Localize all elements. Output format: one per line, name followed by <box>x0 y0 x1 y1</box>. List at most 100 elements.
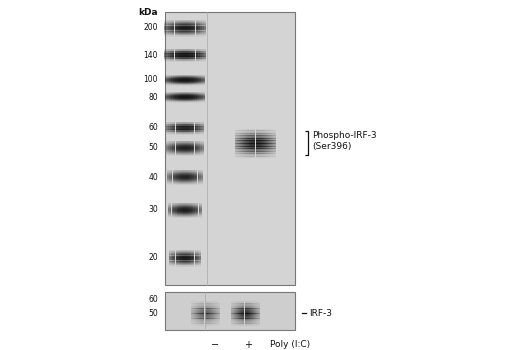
Bar <box>187 98 189 99</box>
Bar <box>254 144 255 145</box>
Bar <box>197 82 199 83</box>
Bar <box>196 20 198 21</box>
Bar <box>178 207 180 208</box>
Bar <box>255 154 256 155</box>
Bar <box>194 253 196 254</box>
Bar <box>201 81 203 82</box>
Bar <box>197 301 198 302</box>
Bar <box>187 178 189 179</box>
Bar <box>167 178 169 179</box>
Bar <box>184 215 185 216</box>
Bar <box>177 263 179 264</box>
Bar <box>195 322 196 323</box>
Bar <box>189 154 191 155</box>
Bar <box>197 78 199 79</box>
Bar <box>199 319 200 320</box>
Bar <box>252 150 253 151</box>
Bar <box>170 124 172 125</box>
Bar <box>268 151 269 152</box>
Bar <box>275 148 276 149</box>
Bar <box>251 147 252 148</box>
Bar <box>177 96 179 97</box>
Bar <box>197 315 198 316</box>
Bar <box>202 52 204 54</box>
Bar <box>264 131 265 132</box>
Bar <box>181 59 183 60</box>
Bar <box>246 320 248 321</box>
Bar <box>192 133 194 134</box>
Bar <box>201 99 203 100</box>
Bar <box>191 251 193 252</box>
Bar <box>169 254 171 255</box>
Bar <box>202 26 204 27</box>
Bar <box>197 143 198 144</box>
Bar <box>197 83 199 84</box>
Bar <box>203 76 205 77</box>
Bar <box>177 132 179 133</box>
Bar <box>255 137 256 138</box>
Bar <box>253 155 254 156</box>
Bar <box>264 155 265 156</box>
Bar <box>173 253 174 254</box>
Bar <box>192 204 193 205</box>
Bar <box>251 155 252 156</box>
Bar <box>180 209 181 210</box>
Bar <box>210 325 211 326</box>
Bar <box>171 54 172 55</box>
Bar <box>210 310 211 311</box>
Bar <box>199 215 200 216</box>
Bar <box>268 157 269 158</box>
Bar <box>259 319 260 320</box>
Bar <box>266 142 267 143</box>
Bar <box>191 32 193 33</box>
Bar <box>235 310 236 311</box>
Bar <box>187 56 189 57</box>
Bar <box>171 101 173 102</box>
Bar <box>183 79 185 80</box>
Bar <box>177 154 179 155</box>
Bar <box>197 79 199 80</box>
Bar <box>196 174 198 175</box>
Bar <box>258 303 259 304</box>
Bar <box>201 75 203 76</box>
Bar <box>169 92 171 93</box>
Bar <box>243 314 244 315</box>
Bar <box>168 33 170 34</box>
Bar <box>272 157 273 158</box>
Bar <box>165 97 167 98</box>
Bar <box>241 135 242 137</box>
Bar <box>191 146 192 147</box>
Bar <box>185 257 187 258</box>
Bar <box>169 177 171 178</box>
Bar <box>181 99 183 100</box>
Bar <box>238 315 239 316</box>
Bar <box>256 140 257 141</box>
Bar <box>191 83 193 84</box>
Bar <box>173 265 174 266</box>
Bar <box>177 98 179 99</box>
Bar <box>173 263 174 264</box>
Bar <box>204 32 206 33</box>
Bar <box>198 125 200 126</box>
Bar <box>269 144 270 145</box>
Bar <box>179 23 181 25</box>
Bar <box>192 129 194 130</box>
Bar <box>198 54 200 55</box>
Bar <box>164 56 166 57</box>
Bar <box>262 133 263 134</box>
Bar <box>177 94 179 96</box>
Bar <box>275 146 276 147</box>
Bar <box>202 307 203 308</box>
Bar <box>245 313 246 314</box>
Bar <box>267 129 268 130</box>
Bar <box>191 52 193 53</box>
Bar <box>191 151 192 152</box>
Bar <box>166 32 168 33</box>
Bar <box>239 319 240 320</box>
Bar <box>254 308 255 309</box>
Bar <box>237 309 238 310</box>
Bar <box>198 312 199 313</box>
Bar <box>197 210 199 211</box>
Bar <box>270 139 271 140</box>
Bar <box>191 149 192 150</box>
